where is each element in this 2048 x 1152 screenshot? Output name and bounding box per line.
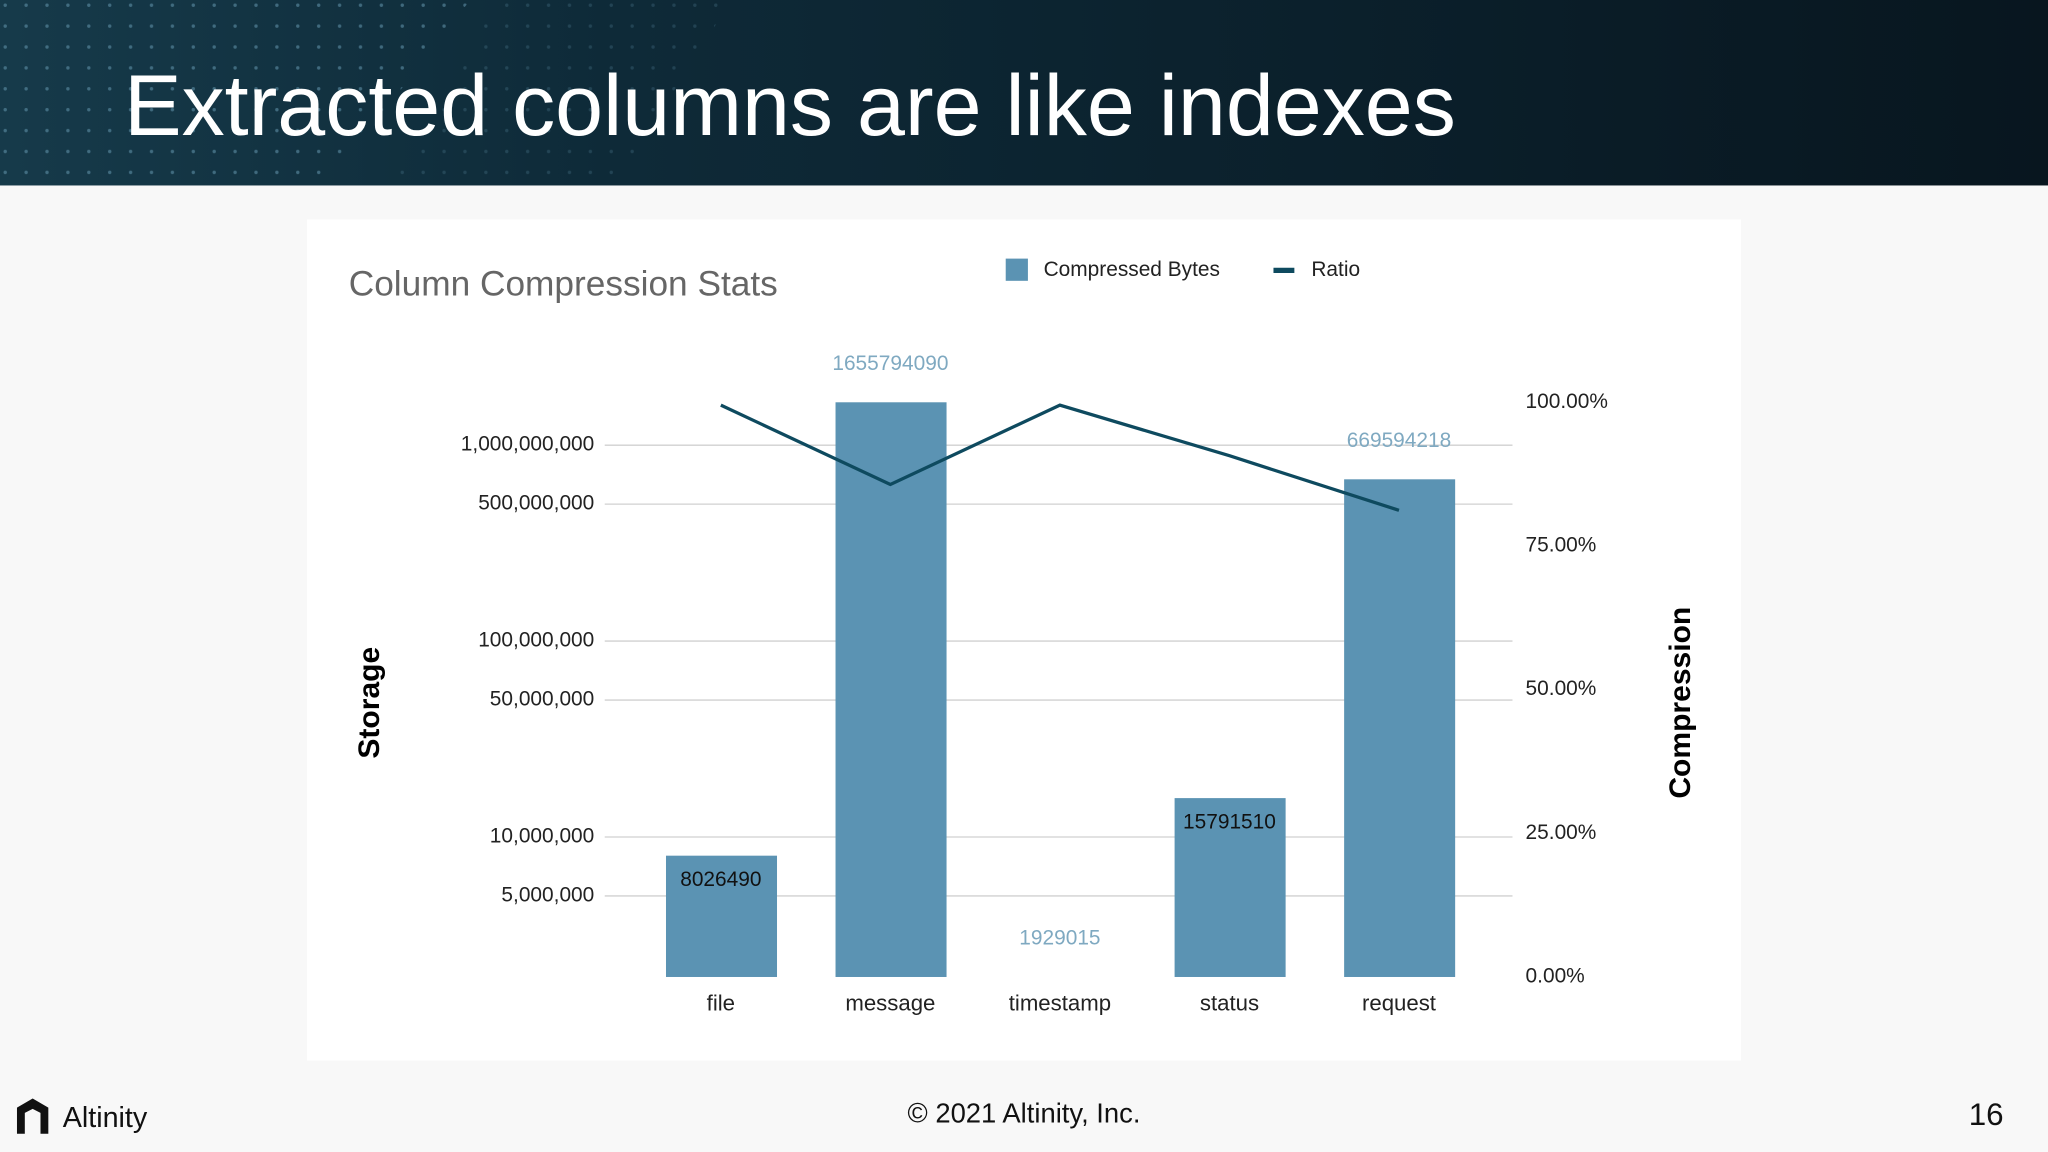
legend-label: Ratio bbox=[1311, 258, 1360, 281]
y-tick-label: 500,000,000 bbox=[478, 492, 594, 515]
data-label: 8026490 bbox=[680, 868, 761, 891]
logo: Altinity bbox=[16, 1098, 148, 1134]
data-label: 669594218 bbox=[1347, 429, 1452, 452]
y-tick-label: 5,000,000 bbox=[501, 883, 594, 906]
x-tick-label: file bbox=[707, 990, 735, 1015]
y2-tick-label: 0.00% bbox=[1526, 964, 1585, 987]
ratio-line bbox=[720, 403, 1400, 512]
x-tick-label: request bbox=[1362, 990, 1436, 1015]
y-tick-label: 1,000,000,000 bbox=[461, 433, 595, 456]
header-dots bbox=[0, 0, 471, 186]
y-tick-label: 10,000,000 bbox=[490, 824, 594, 847]
bar bbox=[1344, 479, 1456, 977]
copyright: © 2021 Altinity, Inc. bbox=[908, 1098, 1141, 1129]
chart-panel bbox=[306, 219, 1742, 1061]
logo-text: Altinity bbox=[63, 1102, 148, 1134]
bar bbox=[1174, 798, 1286, 977]
y2-tick-label: 50.00% bbox=[1526, 677, 1597, 700]
bar bbox=[835, 402, 947, 977]
y2-tick-label: 25.00% bbox=[1526, 821, 1597, 844]
chart-title: Column Compression Stats bbox=[349, 264, 778, 303]
x-tick-label: status bbox=[1200, 990, 1259, 1015]
legend-label: Compressed Bytes bbox=[1044, 258, 1220, 281]
y2-tick-label: 100.00% bbox=[1526, 390, 1608, 413]
y-axis-title: Storage bbox=[353, 647, 386, 759]
legend-swatch bbox=[1005, 258, 1028, 281]
header-dots bbox=[391, 0, 732, 186]
y-tick-label: 50,000,000 bbox=[490, 688, 594, 711]
y2-axis-title: Compression bbox=[1664, 607, 1697, 799]
x-tick-label: message bbox=[845, 990, 935, 1015]
data-label: 1929015 bbox=[1019, 927, 1100, 950]
y2-tick-label: 75.00% bbox=[1526, 533, 1597, 556]
data-label: 1655794090 bbox=[832, 352, 948, 375]
slide-title: Extracted columns are like indexes bbox=[124, 58, 1456, 154]
y-tick-label: 100,000,000 bbox=[478, 629, 594, 652]
data-label: 15791510 bbox=[1183, 810, 1276, 833]
page-number: 16 bbox=[1969, 1097, 2004, 1132]
bar bbox=[665, 855, 778, 977]
x-tick-label: timestamp bbox=[1009, 990, 1111, 1015]
